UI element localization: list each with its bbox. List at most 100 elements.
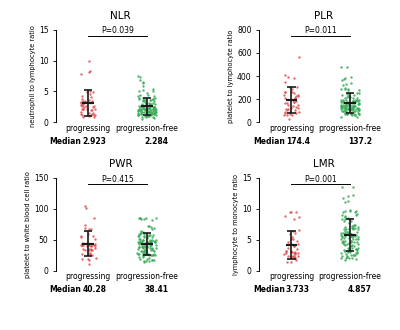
Point [338,86,344,91]
Point [353,233,359,238]
Point [78,100,84,106]
Point [149,247,155,252]
Point [353,212,359,217]
Point [140,79,146,84]
Point [341,105,347,110]
Point [153,110,159,115]
Point [342,248,348,254]
Point [135,112,142,117]
Point [338,108,345,114]
Point [348,252,354,258]
Point [345,101,352,107]
Point [282,111,288,116]
Point [292,250,298,255]
Point [80,115,86,120]
Point [86,247,92,252]
Point [339,213,345,218]
Point [135,231,142,236]
Point [137,74,144,80]
Point [282,89,288,94]
Point [341,229,348,234]
Point [288,259,294,265]
Point [338,104,344,110]
Point [141,249,147,254]
Point [282,89,288,94]
Point [338,114,344,119]
Point [146,256,152,261]
Point [288,106,294,111]
Text: 3.733: 3.733 [286,285,310,294]
Point [142,98,148,103]
Point [134,107,141,112]
Point [352,247,359,252]
Point [149,106,156,112]
Point [282,79,288,84]
Point [342,95,348,100]
Text: P=0.039: P=0.039 [101,26,134,35]
Point [355,237,361,242]
Point [150,252,156,257]
Point [146,105,152,110]
Point [140,81,146,86]
Point [350,95,357,100]
Point [146,105,153,110]
Point [88,113,94,118]
Point [150,114,156,119]
Point [79,240,86,246]
Point [344,111,350,116]
Point [89,107,95,113]
Point [290,104,296,109]
Point [293,111,300,116]
Point [346,233,352,238]
Point [343,98,349,103]
Point [136,232,143,237]
Point [78,93,85,99]
Point [350,223,356,229]
Point [87,68,93,73]
Point [296,227,302,233]
Point [285,240,291,245]
Point [354,248,360,253]
Point [350,184,356,190]
Point [352,103,358,109]
Point [288,236,294,241]
Point [78,103,85,108]
Point [151,112,158,117]
Point [345,86,352,92]
Point [92,245,98,250]
Point [354,251,361,256]
Point [151,107,158,112]
Point [348,238,354,244]
Point [91,216,98,221]
Point [151,106,158,111]
Point [144,107,150,112]
Point [293,257,299,262]
Point [294,241,301,247]
Point [78,110,84,115]
Point [149,109,156,114]
Point [137,215,143,221]
Point [342,103,349,108]
Point [348,106,355,111]
Point [355,105,361,111]
Title: NLR: NLR [110,11,131,20]
Point [149,252,156,258]
Point [84,107,91,112]
Point [339,103,345,109]
Point [351,92,358,98]
Point [338,256,344,261]
Point [345,107,352,112]
Point [340,103,346,108]
Point [86,251,93,256]
Point [352,222,358,227]
Point [79,104,86,109]
Point [151,239,157,244]
Point [137,105,144,110]
Point [345,103,352,109]
Text: 38.41: 38.41 [144,285,168,294]
Point [141,258,147,264]
Point [295,250,301,255]
Point [284,108,290,113]
Point [344,64,350,69]
Point [137,239,143,244]
